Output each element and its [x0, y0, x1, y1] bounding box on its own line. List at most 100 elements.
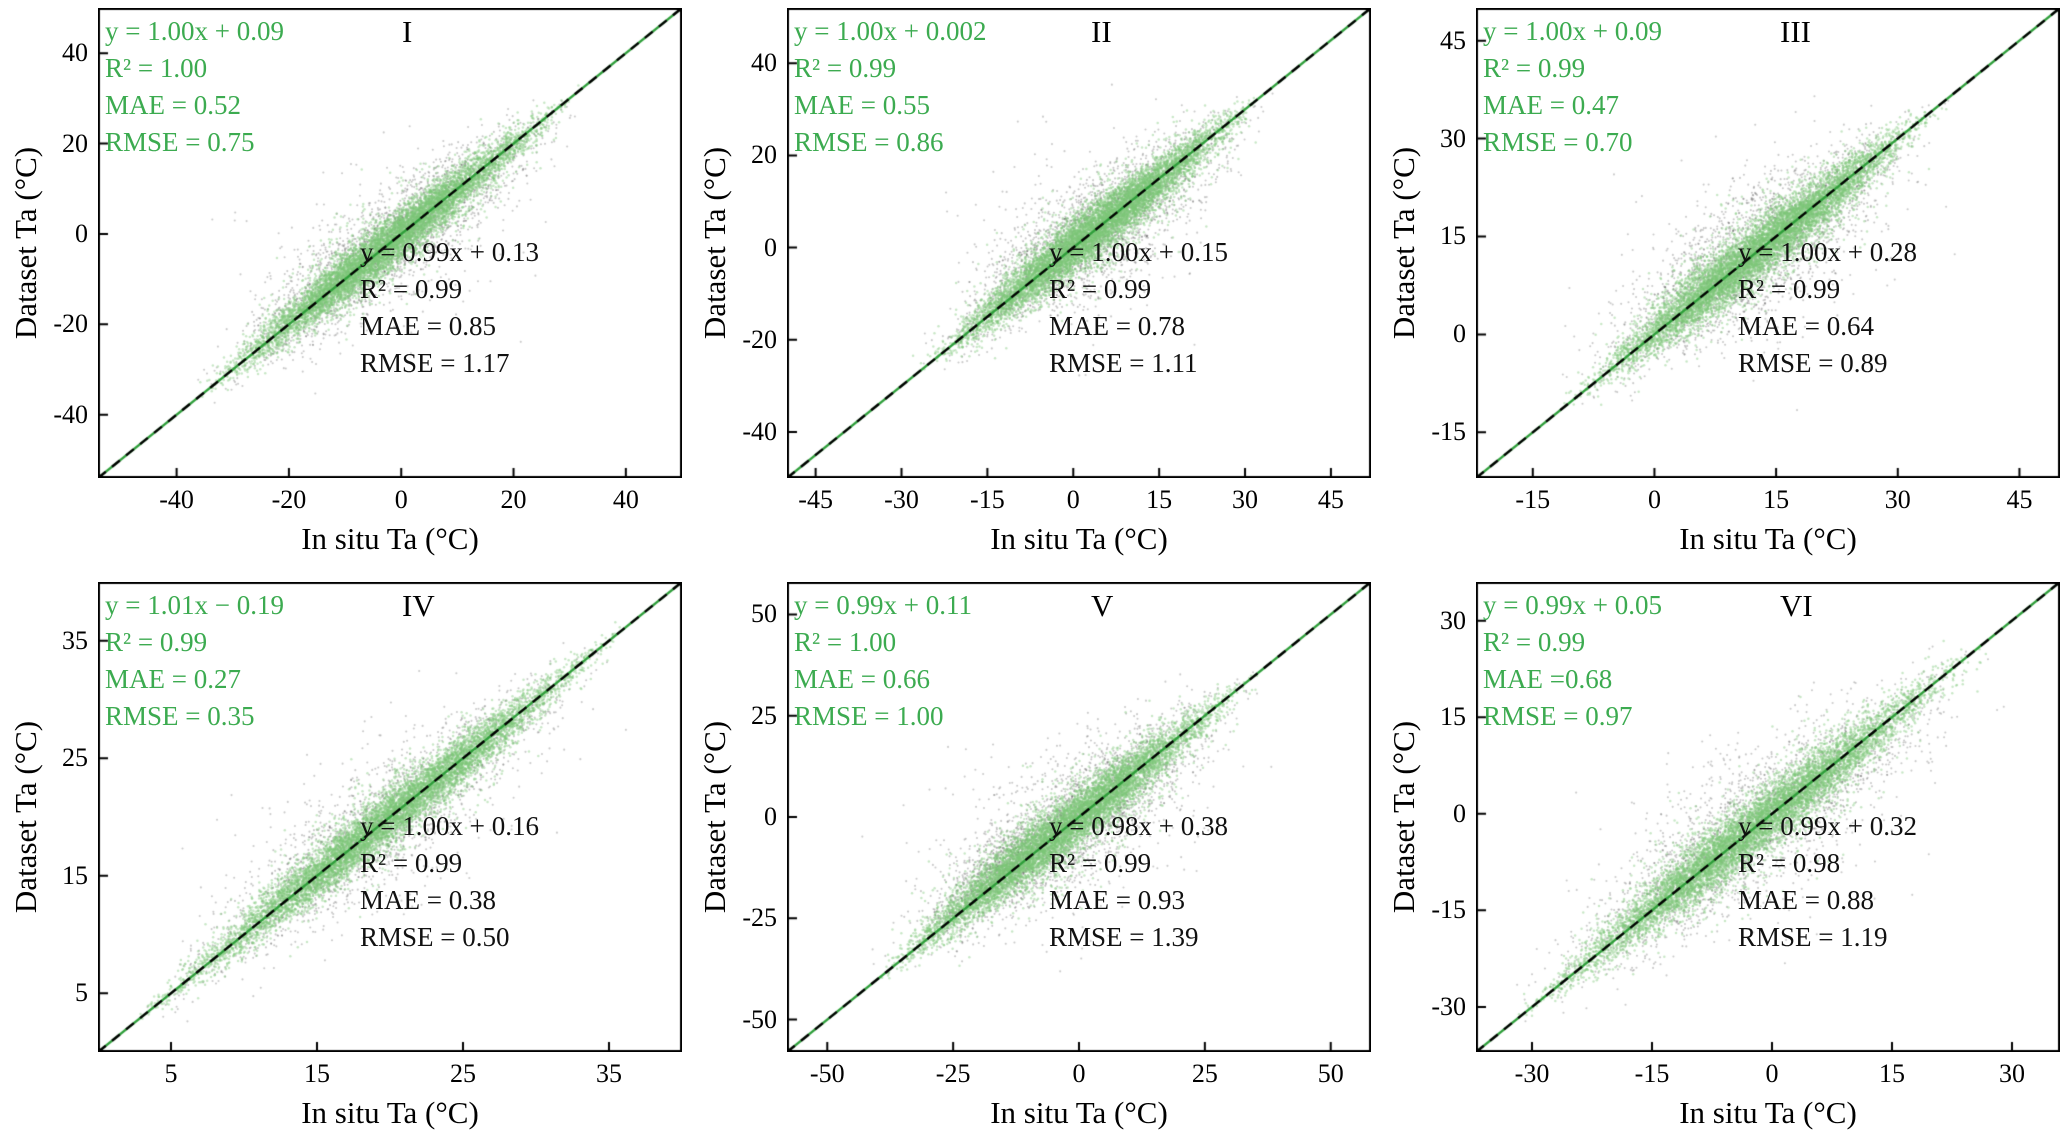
- y-tick-label: -20: [53, 309, 88, 339]
- stat-r2-green: R² = 0.99: [1483, 53, 1586, 83]
- y-tick-label: 20: [751, 140, 777, 170]
- stat-r2-green: R² = 1.00: [794, 627, 897, 657]
- stat-mae-black: MAE = 0.38: [360, 885, 496, 915]
- stat-rmse-black: RMSE = 0.89: [1738, 348, 1888, 378]
- scatter-plot-canvas: [1476, 582, 2060, 1052]
- y-tick-label: 40: [62, 38, 88, 68]
- x-tick-label: 40: [612, 485, 639, 514]
- y-tick-label: 25: [62, 743, 88, 773]
- stats-block-green: y = 1.00x + 0.002 R² = 0.99 MAE = 0.55 R…: [794, 13, 986, 161]
- panel-label: V: [1091, 588, 1114, 623]
- panel-label: III: [1780, 14, 1811, 49]
- stat-mae-black: MAE = 0.64: [1738, 311, 1874, 341]
- y-tick-label: 25: [751, 700, 777, 730]
- y-tick-label: -25: [742, 903, 777, 933]
- y-tick-label: 0: [75, 218, 88, 248]
- x-tick-label: -15: [1634, 1059, 1670, 1088]
- x-tick-label: -30: [1514, 1059, 1550, 1088]
- y-tick-label: -20: [742, 324, 777, 354]
- y-tick-label: 15: [1440, 221, 1466, 251]
- scatter-panel: Dataset Ta (°C) y = 1.00x + 0.09 R² = 1.…: [0, 0, 689, 574]
- y-tick-label: 45: [1440, 25, 1466, 55]
- stat-equation-green: y = 0.99x + 0.05: [1483, 590, 1662, 620]
- x-tick-label: 50: [1317, 1059, 1344, 1088]
- stat-equation-black: y = 0.99x + 0.32: [1738, 811, 1917, 841]
- stat-rmse-black: RMSE = 1.19: [1738, 922, 1888, 952]
- x-tick-label: 30: [1232, 485, 1259, 514]
- y-tick-label: -40: [53, 399, 88, 429]
- x-tick-label: 25: [450, 1059, 476, 1088]
- y-tick-label: 15: [1440, 702, 1466, 732]
- y-tick-label: 35: [62, 625, 88, 655]
- stat-equation-black: y = 1.00x + 0.16: [360, 811, 539, 841]
- x-tick-label: 15: [1146, 485, 1173, 514]
- scatter-panel: Dataset Ta (°C) y = 0.99x + 0.11 R² = 1.…: [689, 574, 1378, 1148]
- stats-block-green: y = 1.00x + 0.09 R² = 1.00 MAE = 0.52 RM…: [105, 13, 284, 161]
- y-tick-label: -50: [742, 1004, 777, 1034]
- y-tick-label: 0: [764, 802, 777, 831]
- x-tick-label: -25: [935, 1059, 971, 1088]
- x-tick-label: 0: [1072, 1059, 1086, 1088]
- x-tick-label: -50: [809, 1059, 845, 1088]
- stats-block-green: y = 1.00x + 0.09 R² = 0.99 MAE = 0.47 RM…: [1483, 13, 1662, 161]
- x-axis-label: In situ Ta (°C): [301, 521, 479, 556]
- scatter-plot-canvas: [98, 582, 682, 1052]
- stat-mae-green: MAE = 0.66: [794, 664, 930, 694]
- panel-label: I: [402, 14, 413, 49]
- y-tick-label: 20: [62, 128, 88, 158]
- stat-rmse-green: RMSE = 0.75: [105, 127, 255, 157]
- stat-equation-green: y = 1.01x − 0.19: [105, 590, 284, 620]
- x-tick-label: 35: [596, 1059, 622, 1088]
- stat-r2-black: R² = 0.98: [1738, 848, 1841, 878]
- stat-rmse-black: RMSE = 1.39: [1049, 922, 1199, 952]
- stat-rmse-green: RMSE = 1.00: [794, 701, 944, 731]
- y-tick-label: 0: [1453, 798, 1466, 828]
- stats-block-black: y = 1.00x + 0.28 R² = 0.99 MAE = 0.64 RM…: [1738, 234, 1917, 382]
- panel-label: IV: [402, 588, 435, 623]
- stat-equation-green: y = 1.00x + 0.002: [794, 16, 987, 46]
- x-axis-label: In situ Ta (°C): [990, 1095, 1168, 1130]
- stat-mae-green: MAE = 0.52: [105, 90, 241, 120]
- scatter-panel: Dataset Ta (°C) y = 0.99x + 0.05 R² = 0.…: [1378, 574, 2067, 1148]
- y-tick-label: 50: [751, 599, 777, 629]
- panel-label: VI: [1780, 588, 1813, 623]
- stat-r2-black: R² = 0.99: [1049, 274, 1152, 304]
- stat-rmse-black: RMSE = 1.17: [360, 348, 510, 378]
- y-tick-label: 0: [1453, 319, 1466, 349]
- y-tick-label: 0: [764, 232, 777, 262]
- stat-equation-black: y = 1.00x + 0.28: [1738, 237, 1917, 267]
- x-tick-label: 15: [304, 1059, 330, 1088]
- scatter-panel: Dataset Ta (°C) y = 1.00x + 0.09 R² = 0.…: [1378, 0, 2067, 574]
- x-tick-label: 25: [1191, 1059, 1218, 1088]
- x-tick-label: 0: [1647, 485, 1661, 514]
- stat-mae-green: MAE =0.68: [1483, 664, 1613, 694]
- y-tick-label: -15: [1431, 895, 1466, 925]
- stat-r2-black: R² = 0.99: [360, 848, 463, 878]
- y-tick-label: 30: [1440, 605, 1466, 635]
- stat-mae-black: MAE = 0.88: [1738, 885, 1874, 915]
- stat-mae-black: MAE = 0.78: [1049, 311, 1185, 341]
- scatter-panel: Dataset Ta (°C) y = 1.01x − 0.19 R² = 0.…: [0, 574, 689, 1148]
- stat-rmse-black: RMSE = 1.11: [1049, 348, 1198, 378]
- y-tick-label: -30: [1431, 991, 1466, 1021]
- stat-r2-black: R² = 0.99: [1738, 274, 1841, 304]
- x-axis-label: In situ Ta (°C): [301, 1095, 479, 1130]
- stat-rmse-black: RMSE = 0.50: [360, 922, 510, 952]
- stat-equation-green: y = 0.99x + 0.11: [794, 590, 972, 620]
- scatter-plot-canvas: [787, 8, 1371, 478]
- stat-rmse-green: RMSE = 0.35: [105, 701, 255, 731]
- x-tick-label: 0: [394, 485, 408, 514]
- scatter-panel: Dataset Ta (°C) y = 1.00x + 0.002 R² = 0…: [689, 0, 1378, 574]
- stat-r2-green: R² = 0.99: [1483, 627, 1586, 657]
- y-tick-label: 40: [751, 48, 777, 78]
- y-tick-label: 15: [62, 860, 88, 890]
- x-tick-label: -30: [884, 485, 919, 514]
- stat-r2-black: R² = 0.99: [360, 274, 463, 304]
- stat-mae-green: MAE = 0.27: [105, 664, 241, 694]
- stats-block-green: y = 0.99x + 0.11 R² = 1.00 MAE = 0.66 RM…: [794, 587, 972, 735]
- x-axis-label: In situ Ta (°C): [990, 521, 1168, 556]
- stat-equation-black: y = 1.00x + 0.15: [1049, 237, 1228, 267]
- x-tick-label: 45: [2006, 485, 2033, 514]
- stat-mae-black: MAE = 0.93: [1049, 885, 1185, 915]
